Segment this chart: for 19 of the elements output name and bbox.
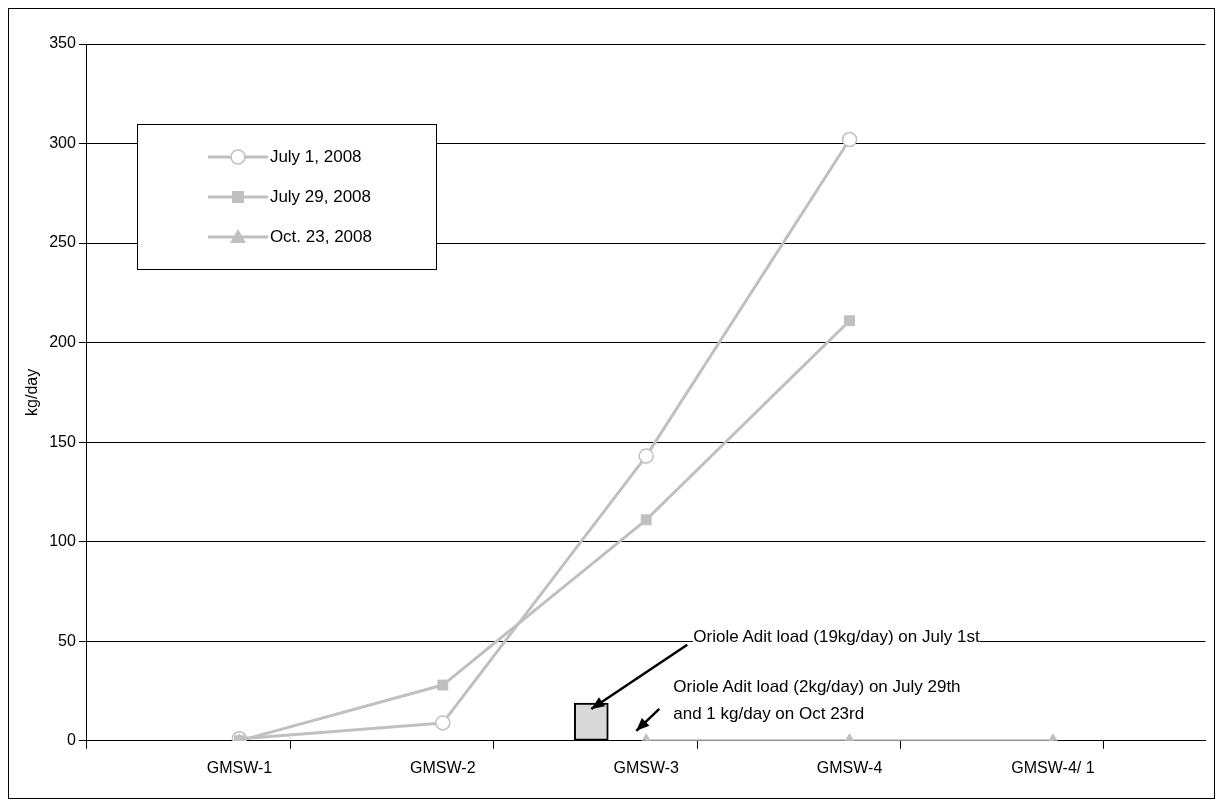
legend-label: Oct. 23, 2008 bbox=[269, 227, 372, 247]
y-tick-label: 350 bbox=[49, 34, 76, 52]
y-tick-label: 150 bbox=[49, 432, 76, 450]
y-axis-title: kg/day bbox=[23, 368, 41, 416]
annotation: Oriole Adit load (2kg/day) on July 29th and 1 kg/day on Oct 23rd bbox=[673, 672, 961, 727]
y-tick-label: 100 bbox=[49, 532, 76, 550]
y-tick-label: 300 bbox=[49, 133, 76, 151]
x-tick-label: GMSW-4/ 1 bbox=[1011, 758, 1095, 776]
y-tick-label: 50 bbox=[58, 631, 76, 649]
y-tick-label: 250 bbox=[49, 233, 76, 251]
x-tick-label: GMSW-1 bbox=[206, 758, 273, 776]
y-tick-label: 200 bbox=[49, 333, 76, 351]
x-tick-label: GMSW-3 bbox=[613, 758, 680, 776]
x-tick-label: GMSW-4 bbox=[816, 758, 883, 776]
annotation: Oriole Adit load (19kg/day) on July 1st bbox=[693, 622, 980, 650]
legend-label: July 29, 2008 bbox=[269, 187, 372, 207]
x-tick-label: GMSW-2 bbox=[410, 758, 476, 776]
y-tick-label: 0 bbox=[66, 731, 76, 749]
legend-label: July 1, 2008 bbox=[269, 147, 362, 167]
